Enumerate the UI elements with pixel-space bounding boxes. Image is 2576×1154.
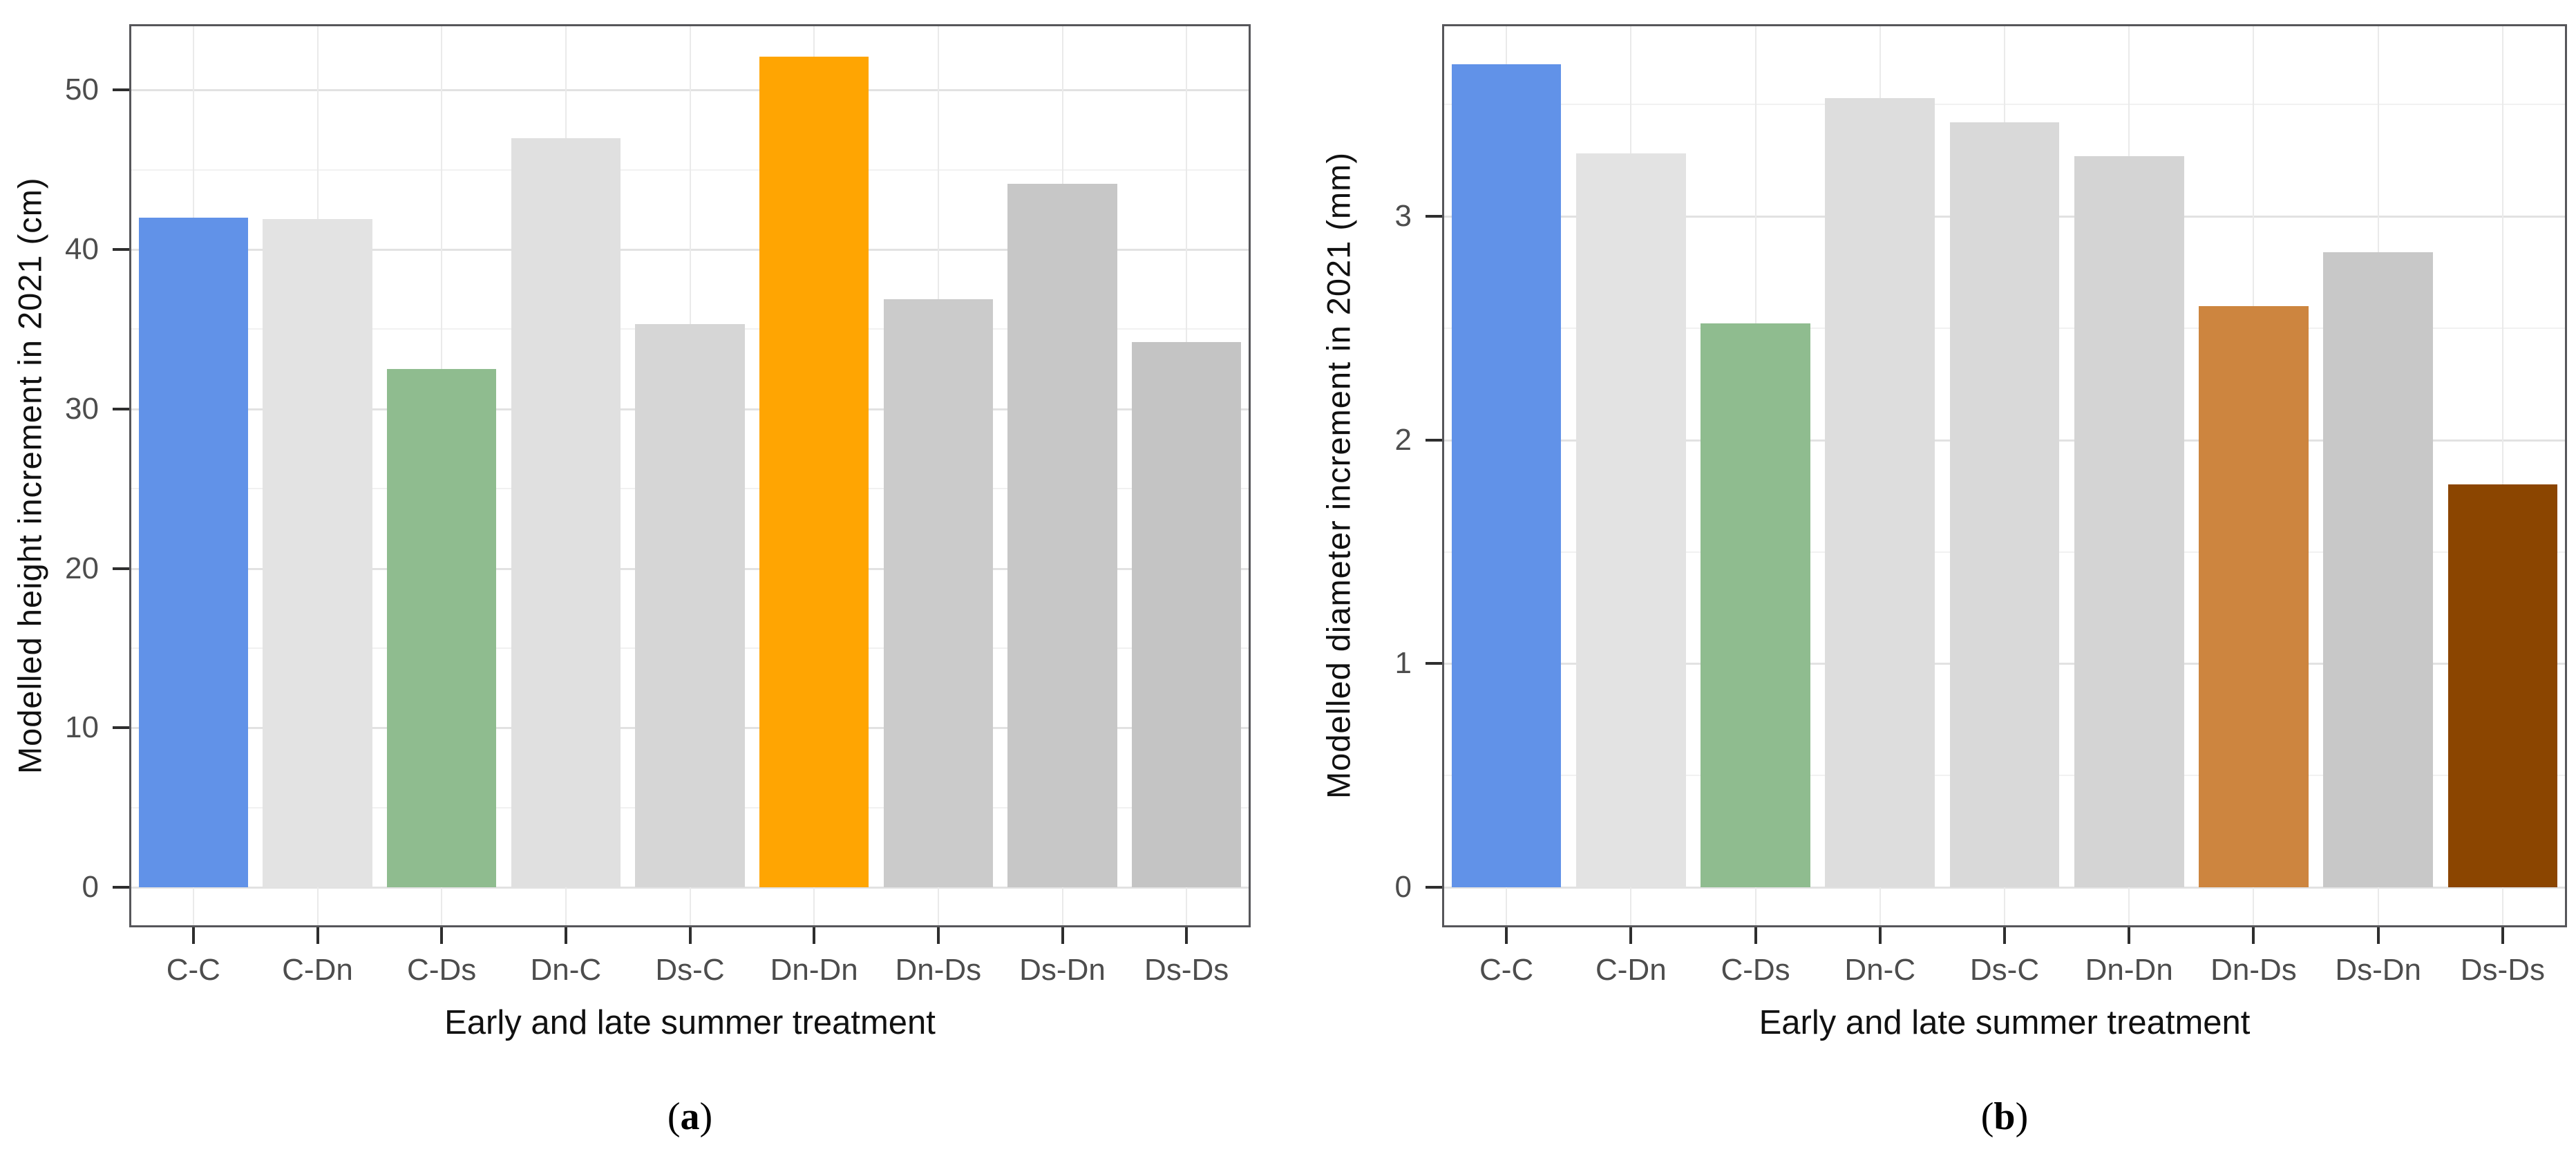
x-tick-label-C-C: C-C [1479,953,1534,987]
x-tick-label-C-Ds: C-Ds [1721,953,1790,987]
y-tick-label: 3 [1394,199,1412,234]
x-tick-label-Ds-Ds: Ds-Ds [2460,953,2545,987]
bar-Dn-Dn [2074,155,2184,887]
x-tick-mark [2128,927,2131,944]
x-tick-mark [1061,927,1064,944]
bar-Ds-C [635,324,745,887]
y-tick-mark [1426,886,1442,889]
x-axis-title-b: Early and late summer treatment [1759,1004,2251,1041]
y-tick-label: 10 [65,710,99,745]
x-tick-mark [1754,927,1757,944]
x-tick-mark [813,927,816,944]
bar-Ds-Ds [1132,341,1242,887]
y-tick-mark [113,726,129,730]
x-tick-label-Ds-C: Ds-C [655,953,725,987]
x-tick-label-Ds-Ds: Ds-Ds [1144,953,1229,987]
x-tick-mark [1629,927,1633,944]
bar-Ds-Dn [2323,252,2433,887]
x-tick-mark [1878,927,1882,944]
x-tick-label-Dn-Dn: Dn-Dn [2085,953,2173,987]
plot-area-a [129,24,1251,927]
bar-C-C [138,217,248,887]
x-tick-label-C-Dn: C-Dn [1595,953,1667,987]
x-tick-label-C-Dn: C-Dn [282,953,353,987]
bar-Dn-C [1825,97,1935,887]
y-tick-label: 20 [65,551,99,585]
x-axis-title-a: Early and late summer treatment [444,1004,936,1041]
y-tick-label: 30 [65,391,99,426]
x-tick-label-Dn-C: Dn-C [530,953,602,987]
y-tick-mark [1426,438,1442,442]
x-tick-mark [440,927,444,944]
x-tick-mark [316,927,319,944]
panel-caption-b: (b) [1442,1092,2567,1142]
y-tick-label: 40 [65,232,99,267]
bar-Dn-Dn [759,56,869,887]
caption-b-close-paren: ) [2015,1095,2029,1138]
bar-Dn-Ds [2199,305,2309,887]
caption-a-letter: a [680,1095,700,1138]
y-tick-mark [113,886,129,889]
caption-a-close-paren: ) [699,1095,713,1138]
x-tick-label-Dn-C: Dn-C [1844,953,1916,987]
bar-Ds-C [1949,122,2060,887]
bar-Ds-Ds [2447,484,2558,887]
x-tick-label-Ds-Dn: Ds-Dn [2335,953,2421,987]
y-tick-mark [113,248,129,252]
bar-Dn-C [511,138,621,887]
y-tick-label: 0 [82,870,99,904]
x-tick-mark [191,927,195,944]
bar-C-Dn [1576,153,1686,887]
caption-b-open-paren: ( [1980,1095,1994,1138]
y-tick-mark [1426,215,1442,218]
y-tick-label: 2 [1394,422,1412,457]
bar-C-C [1451,64,1562,887]
x-tick-label-C-Ds: C-Ds [407,953,477,987]
x-tick-mark [2003,927,2006,944]
x-tick-mark [2252,927,2255,944]
x-tick-label-Dn-Ds: Dn-Ds [895,953,982,987]
caption-b-letter: b [1993,1095,2016,1138]
y-tick-mark [1426,662,1442,665]
bar-C-Dn [263,219,372,887]
y-tick-label: 0 [1394,870,1412,904]
panel-caption-a: (a) [129,1092,1251,1142]
x-tick-label-Ds-C: Ds-C [1969,953,2040,987]
x-tick-mark [688,927,692,944]
plot-area-b [1442,24,2567,927]
x-tick-mark [564,927,567,944]
y-tick-label: 1 [1394,646,1412,681]
bar-Ds-Dn [1007,184,1117,887]
y-tick-mark [113,88,129,92]
y-axis-title-a: Modelled height increment in 2021 (cm) [11,177,48,775]
x-tick-mark [1505,927,1508,944]
x-tick-mark [1185,927,1188,944]
y-tick-mark [113,567,129,570]
y-axis-title-b: Modelled diameter increment in 2021 (mm) [1320,152,1357,800]
x-tick-mark [936,927,940,944]
y-tick-label: 50 [65,73,99,107]
x-tick-label-Dn-Ds: Dn-Ds [2210,953,2297,987]
bar-C-Ds [1701,323,1810,887]
bar-C-Ds [387,369,497,887]
x-tick-mark [2376,927,2380,944]
x-tick-mark [2501,927,2504,944]
y-tick-mark [113,407,129,410]
x-tick-label-C-C: C-C [166,953,220,987]
bar-Dn-Ds [883,299,993,887]
x-tick-label-Ds-Dn: Ds-Dn [1019,953,1106,987]
caption-a-open-paren: ( [667,1095,681,1138]
x-tick-label-Dn-Dn: Dn-Dn [770,953,858,987]
gridline-x [2501,26,2503,925]
